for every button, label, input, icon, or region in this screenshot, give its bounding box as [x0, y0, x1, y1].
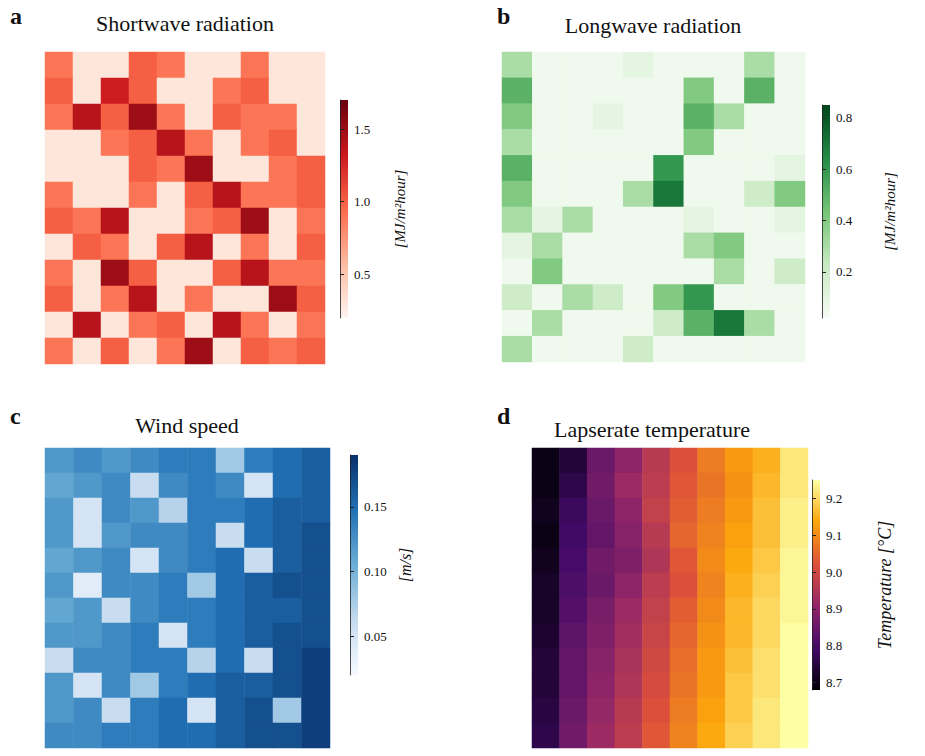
svg-text:0.5: 0.5 [354, 267, 370, 282]
svg-text:0.6: 0.6 [836, 162, 853, 177]
svg-text:0.10: 0.10 [364, 564, 387, 579]
svg-text:9.2: 9.2 [826, 491, 842, 506]
svg-text:0.05: 0.05 [364, 629, 387, 644]
svg-text:[MJ/m²hour]: [MJ/m²hour] [882, 172, 898, 251]
svg-text:Longwave radiation: Longwave radiation [565, 13, 742, 38]
svg-text:c: c [10, 403, 21, 429]
svg-text:Temperature [°C]: Temperature [°C] [875, 521, 895, 649]
svg-text:0.8: 0.8 [836, 110, 852, 125]
svg-text:1.5: 1.5 [354, 122, 370, 137]
svg-text:9.1: 9.1 [826, 528, 842, 543]
svg-text:0.4: 0.4 [836, 213, 853, 228]
svg-text:8.9: 8.9 [826, 601, 842, 616]
svg-text:Wind speed: Wind speed [135, 413, 239, 438]
svg-text:0.15: 0.15 [364, 499, 387, 514]
svg-text:[m/s]: [m/s] [397, 548, 414, 583]
svg-text:8.7: 8.7 [826, 675, 843, 690]
svg-text:9.0: 9.0 [826, 565, 842, 580]
svg-text:b: b [497, 3, 510, 29]
svg-text:a: a [10, 3, 22, 29]
svg-text:1.0: 1.0 [354, 194, 370, 209]
svg-text:Shortwave radiation: Shortwave radiation [96, 11, 274, 36]
svg-text:Lapserate temperature: Lapserate temperature [554, 417, 750, 442]
svg-text:8.8: 8.8 [826, 638, 842, 653]
svg-text:d: d [497, 403, 511, 429]
svg-text:[MJ/m²hour]: [MJ/m²hour] [392, 170, 408, 249]
svg-text:0.2: 0.2 [836, 264, 852, 279]
